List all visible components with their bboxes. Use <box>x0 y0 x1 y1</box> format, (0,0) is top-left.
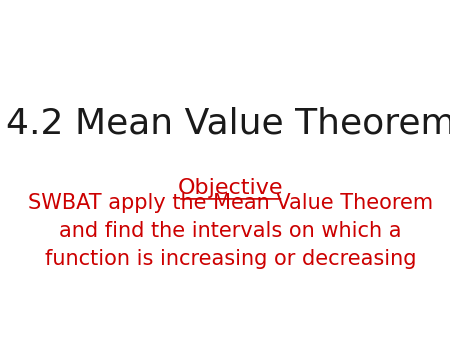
Text: SWBAT apply the Mean Value Theorem
and find the intervals on which a
function is: SWBAT apply the Mean Value Theorem and f… <box>28 193 433 269</box>
Text: 4.2 Mean Value Theorem: 4.2 Mean Value Theorem <box>6 107 450 141</box>
Text: Objective: Objective <box>178 177 284 198</box>
